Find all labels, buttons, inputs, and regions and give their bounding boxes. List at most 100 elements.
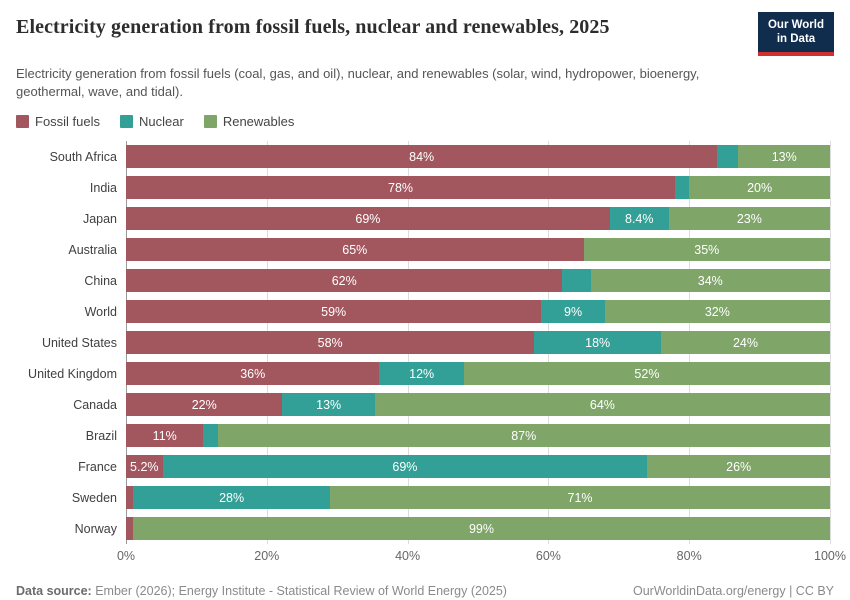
chart-row: India 78% 20%: [16, 172, 834, 203]
value-label: 36%: [240, 366, 266, 381]
chart-row: World 59% 9% 32%: [16, 296, 834, 327]
bar-segment-nuclear[interactable]: 28%: [133, 486, 331, 510]
bar-segment-nuclear[interactable]: [203, 424, 218, 448]
chart-row: United States 58% 18% 24%: [16, 327, 834, 358]
stacked-bar: 36% 12% 52%: [126, 362, 830, 386]
value-label: 35%: [694, 242, 720, 257]
category-label: India: [89, 180, 117, 195]
bar-segment-fossil-fuels[interactable]: 65%: [126, 238, 584, 262]
value-label: 62%: [331, 273, 357, 288]
chart-row: Canada 22% 13% 64%: [16, 389, 834, 420]
x-axis: 0% 20% 40% 60% 80% 100%: [117, 544, 846, 568]
bar-segment-nuclear[interactable]: 69%: [162, 455, 648, 479]
data-source-text: Ember (2026); Energy Institute - Statist…: [91, 584, 507, 599]
category-label: United States: [41, 335, 117, 350]
x-axis-tick: 0%: [116, 549, 136, 564]
stacked-bar: 69% 8.4% 23%: [126, 207, 830, 231]
stacked-bar: 59% 9% 32%: [126, 300, 830, 324]
bar-segment-renewables[interactable]: 71%: [330, 486, 830, 510]
bar-segment-nuclear[interactable]: [717, 145, 739, 169]
bar-segment-renewables[interactable]: 24%: [661, 331, 830, 355]
bar-segment-nuclear[interactable]: 8.4%: [609, 207, 669, 231]
value-label: 32%: [704, 304, 730, 319]
value-label: 18%: [585, 335, 611, 350]
stacked-bar: 65% 35%: [126, 238, 830, 262]
bar-segment-nuclear[interactable]: 13%: [282, 393, 375, 417]
category-label: Brazil: [85, 428, 117, 443]
bar-segment-fossil-fuels[interactable]: [126, 517, 134, 541]
bar-segment-renewables[interactable]: 34%: [590, 269, 830, 293]
legend-item-fossil-fuels[interactable]: Fossil fuels: [16, 114, 100, 129]
bar-segment-renewables[interactable]: 23%: [668, 207, 830, 231]
legend-swatch-icon: [16, 115, 29, 129]
bar-segment-fossil-fuels[interactable]: 11%: [126, 424, 204, 448]
chart-row: Norway 99%: [16, 513, 834, 544]
bar-segment-renewables[interactable]: 13%: [738, 145, 830, 169]
legend-swatch-icon: [203, 115, 217, 129]
bar-segment-renewables[interactable]: 64%: [374, 393, 830, 417]
stacked-bar: 62% 34%: [126, 269, 830, 293]
value-label: 13%: [316, 397, 342, 412]
legend-item-nuclear[interactable]: Nuclear: [120, 114, 184, 129]
bar-segment-renewables[interactable]: 87%: [217, 424, 830, 448]
bar-segment-renewables[interactable]: 20%: [689, 176, 830, 200]
value-label: 71%: [567, 490, 593, 505]
legend-label: Renewables: [222, 114, 295, 130]
bar-segment-fossil-fuels[interactable]: 59%: [126, 300, 542, 324]
value-label: 24%: [732, 335, 759, 350]
bar-segment-renewables[interactable]: 35%: [583, 238, 830, 262]
value-label: 23%: [736, 211, 762, 226]
chart-row: Sweden 28% 71%: [16, 482, 834, 513]
value-label: 87%: [511, 428, 537, 443]
bar-segment-fossil-fuels[interactable]: 78%: [126, 176, 676, 200]
chart-row: Australia 65% 35%: [16, 234, 834, 265]
category-label: World: [84, 304, 117, 319]
value-label: 58%: [317, 335, 343, 350]
value-label: 84%: [409, 149, 435, 164]
bar-segment-fossil-fuels[interactable]: 84%: [126, 145, 718, 169]
value-label: 69%: [355, 211, 381, 226]
chart-subtitle: Electricity generation from fossil fuels…: [16, 65, 700, 100]
bar-segment-renewables[interactable]: 99%: [133, 517, 830, 541]
bar-segment-fossil-fuels[interactable]: [126, 486, 134, 510]
bar-segment-renewables[interactable]: 52%: [463, 362, 830, 386]
x-axis-tick: 60%: [535, 549, 561, 564]
owid-logo[interactable]: Our World in Data: [758, 12, 834, 56]
legend-item-renewables[interactable]: Renewables: [203, 114, 295, 130]
value-label: 65%: [342, 242, 368, 257]
bar-segment-renewables[interactable]: 32%: [604, 300, 830, 324]
bar-segment-nuclear[interactable]: [675, 176, 690, 200]
bar-segment-fossil-fuels[interactable]: 58%: [126, 331, 535, 355]
value-label: 12%: [409, 366, 435, 381]
value-label: 20%: [747, 180, 773, 195]
bar-segment-renewables[interactable]: 26%: [647, 455, 830, 479]
attribution-link[interactable]: OurWorldinData.org/energy | CC BY: [632, 584, 834, 599]
footer: Data source: Ember (2026); Energy Instit…: [16, 584, 834, 598]
data-source-note: Data source: Ember (2026); Energy Instit…: [16, 584, 507, 598]
value-label: 78%: [388, 180, 414, 195]
bar-segment-nuclear[interactable]: 12%: [379, 362, 464, 386]
value-label: 99%: [468, 521, 495, 536]
chart-row: Japan 69% 8.4% 23%: [16, 203, 834, 234]
bar-segment-fossil-fuels[interactable]: 62%: [126, 269, 563, 293]
bar-segment-nuclear[interactable]: [562, 269, 591, 293]
owid-logo-line1: Our World: [767, 19, 824, 31]
value-label: 69%: [392, 459, 418, 474]
stacked-bar: 28% 71%: [126, 486, 830, 510]
stacked-bar: 5.2% 69% 26%: [126, 455, 830, 479]
legend: Fossil fuels Nuclear Renewables: [16, 114, 834, 129]
stacked-bar: 58% 18% 24%: [126, 331, 830, 355]
bar-segment-fossil-fuels[interactable]: 5.2%: [126, 455, 163, 479]
bar-segment-nuclear[interactable]: 18%: [534, 331, 662, 355]
stacked-bar: 22% 13% 64%: [126, 393, 830, 417]
bar-segment-fossil-fuels[interactable]: 69%: [126, 207, 610, 231]
data-source-label: Data source:: [16, 584, 92, 599]
category-label: China: [84, 273, 117, 288]
value-label: 13%: [771, 149, 797, 164]
bar-segment-fossil-fuels[interactable]: 36%: [126, 362, 380, 386]
bar-segment-fossil-fuels[interactable]: 22%: [126, 393, 283, 417]
bar-segment-nuclear[interactable]: 9%: [541, 300, 605, 324]
value-label: 9%: [564, 304, 583, 319]
x-axis-tick: 100%: [814, 549, 846, 564]
